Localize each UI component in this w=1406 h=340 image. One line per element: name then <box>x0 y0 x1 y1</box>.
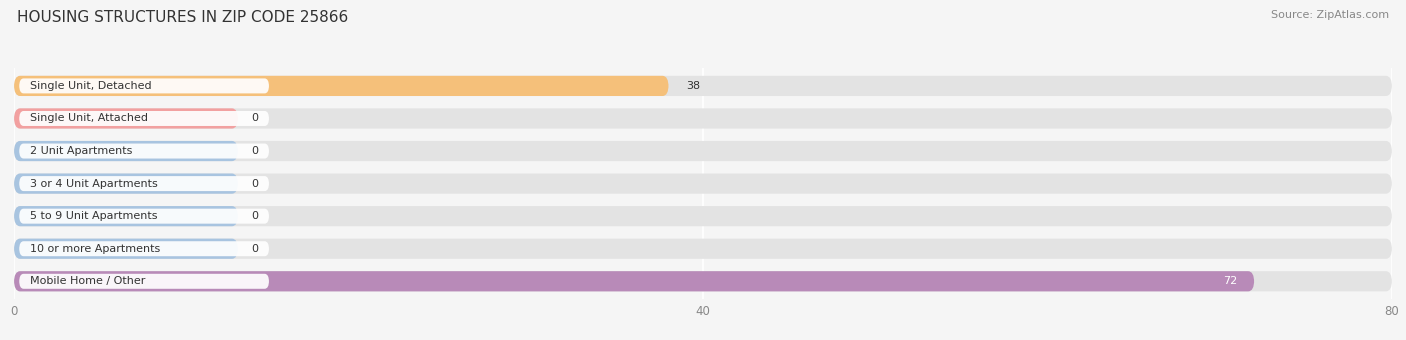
FancyBboxPatch shape <box>14 108 238 129</box>
FancyBboxPatch shape <box>14 141 1392 161</box>
Text: Single Unit, Detached: Single Unit, Detached <box>30 81 152 91</box>
Text: HOUSING STRUCTURES IN ZIP CODE 25866: HOUSING STRUCTURES IN ZIP CODE 25866 <box>17 10 349 25</box>
FancyBboxPatch shape <box>14 108 1392 129</box>
Text: 0: 0 <box>252 146 259 156</box>
Text: 38: 38 <box>686 81 700 91</box>
FancyBboxPatch shape <box>20 176 269 191</box>
FancyBboxPatch shape <box>14 206 238 226</box>
FancyBboxPatch shape <box>14 141 238 161</box>
FancyBboxPatch shape <box>20 111 269 126</box>
Text: 0: 0 <box>252 178 259 189</box>
FancyBboxPatch shape <box>14 173 238 194</box>
Text: 0: 0 <box>252 114 259 123</box>
Text: 0: 0 <box>252 244 259 254</box>
FancyBboxPatch shape <box>14 239 238 259</box>
FancyBboxPatch shape <box>20 274 269 289</box>
Text: 10 or more Apartments: 10 or more Apartments <box>30 244 160 254</box>
Text: Mobile Home / Other: Mobile Home / Other <box>30 276 145 286</box>
Text: 3 or 4 Unit Apartments: 3 or 4 Unit Apartments <box>30 178 157 189</box>
FancyBboxPatch shape <box>14 271 1254 291</box>
FancyBboxPatch shape <box>14 173 1392 194</box>
Text: 5 to 9 Unit Apartments: 5 to 9 Unit Apartments <box>30 211 157 221</box>
FancyBboxPatch shape <box>14 271 1392 291</box>
FancyBboxPatch shape <box>20 209 269 224</box>
FancyBboxPatch shape <box>20 241 269 256</box>
FancyBboxPatch shape <box>20 79 269 94</box>
FancyBboxPatch shape <box>14 76 669 96</box>
FancyBboxPatch shape <box>14 206 1392 226</box>
FancyBboxPatch shape <box>20 143 269 158</box>
Text: 72: 72 <box>1223 276 1237 286</box>
Text: 2 Unit Apartments: 2 Unit Apartments <box>30 146 132 156</box>
Text: Single Unit, Attached: Single Unit, Attached <box>30 114 148 123</box>
FancyBboxPatch shape <box>14 239 1392 259</box>
FancyBboxPatch shape <box>14 76 1392 96</box>
Text: 0: 0 <box>252 211 259 221</box>
Text: Source: ZipAtlas.com: Source: ZipAtlas.com <box>1271 10 1389 20</box>
